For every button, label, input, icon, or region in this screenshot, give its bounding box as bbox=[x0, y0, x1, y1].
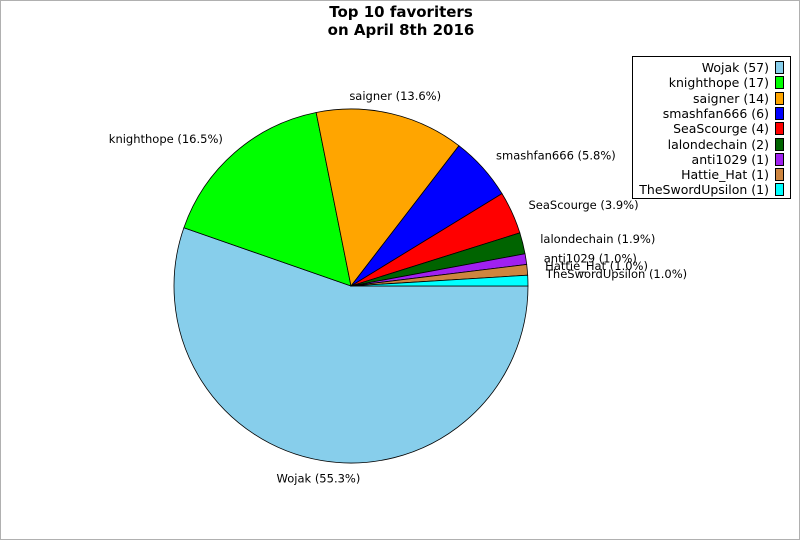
legend-swatch-8 bbox=[775, 183, 784, 197]
chart-title-line-2: on April 8th 2016 bbox=[327, 21, 475, 39]
legend-item-0: Wojak (57) bbox=[702, 60, 784, 75]
pie-label-2: saigner (13.6%) bbox=[349, 89, 441, 103]
legend-item-5: lalondechain (2) bbox=[668, 137, 784, 152]
legend-swatch-1 bbox=[775, 76, 784, 90]
legend-item-1: knighthope (17) bbox=[669, 75, 784, 90]
pie-label-8: TheSwordUpsilon (1.0%) bbox=[545, 267, 687, 281]
pie-slice-2 bbox=[315, 108, 460, 287]
legend-swatch-7 bbox=[775, 168, 784, 182]
legend-swatch-4 bbox=[775, 122, 784, 136]
chart-title-line-1: Top 10 favoriters bbox=[329, 3, 473, 21]
legend-label-3: smashfan666 (6) bbox=[662, 105, 769, 121]
pie-slice-0 bbox=[173, 227, 529, 464]
legend-label-4: SeaScourge (4) bbox=[673, 121, 769, 137]
legend-label-5: lalondechain (2) bbox=[667, 136, 769, 152]
legend-item-4: SeaScourge (4) bbox=[673, 121, 784, 136]
legend-item-2: saigner (14) bbox=[693, 91, 784, 106]
pie-label-6: anti1029 (1.0%) bbox=[544, 251, 637, 265]
legend-swatch-5 bbox=[775, 137, 784, 151]
legend-item-3: smashfan666 (6) bbox=[663, 106, 784, 121]
pie-label-5: lalondechain (1.9%) bbox=[540, 232, 655, 246]
legend-item-6: anti1029 (1) bbox=[692, 152, 784, 167]
pie-label-4: SeaScourge (3.9%) bbox=[528, 198, 638, 212]
pie-label-7: Hattie_Hat (1.0%) bbox=[545, 259, 648, 273]
pie-slice-1 bbox=[183, 111, 352, 287]
chart-title: Top 10 favoriters on April 8th 2016 bbox=[1, 3, 800, 39]
legend-swatch-6 bbox=[775, 152, 784, 166]
pie-label-0: Wojak (55.3%) bbox=[277, 471, 361, 485]
legend-label-8: TheSwordUpsilon (1) bbox=[639, 182, 769, 198]
legend-label-0: Wojak (57) bbox=[701, 60, 769, 75]
legend-item-7: Hattie_Hat (1) bbox=[681, 167, 784, 182]
pie-slice-8 bbox=[350, 274, 529, 287]
chart-legend: Wojak (57) knighthope (17) saigner (14) sma… bbox=[632, 56, 791, 199]
legend-swatch-3 bbox=[775, 106, 784, 120]
pie-label-3: smashfan666 (5.8%) bbox=[496, 149, 616, 163]
legend-label-7: Hattie_Hat (1) bbox=[681, 167, 769, 183]
legend-swatch-2 bbox=[775, 91, 784, 105]
pie-label-1: knighthope (16.5%) bbox=[109, 132, 223, 146]
legend-label-6: anti1029 (1) bbox=[691, 151, 769, 167]
legend-item-8: TheSwordUpsilon (1) bbox=[639, 182, 784, 197]
legend-label-2: saigner (14) bbox=[693, 90, 769, 106]
legend-label-1: knighthope (17) bbox=[668, 75, 769, 91]
legend-swatch-0 bbox=[775, 61, 784, 74]
